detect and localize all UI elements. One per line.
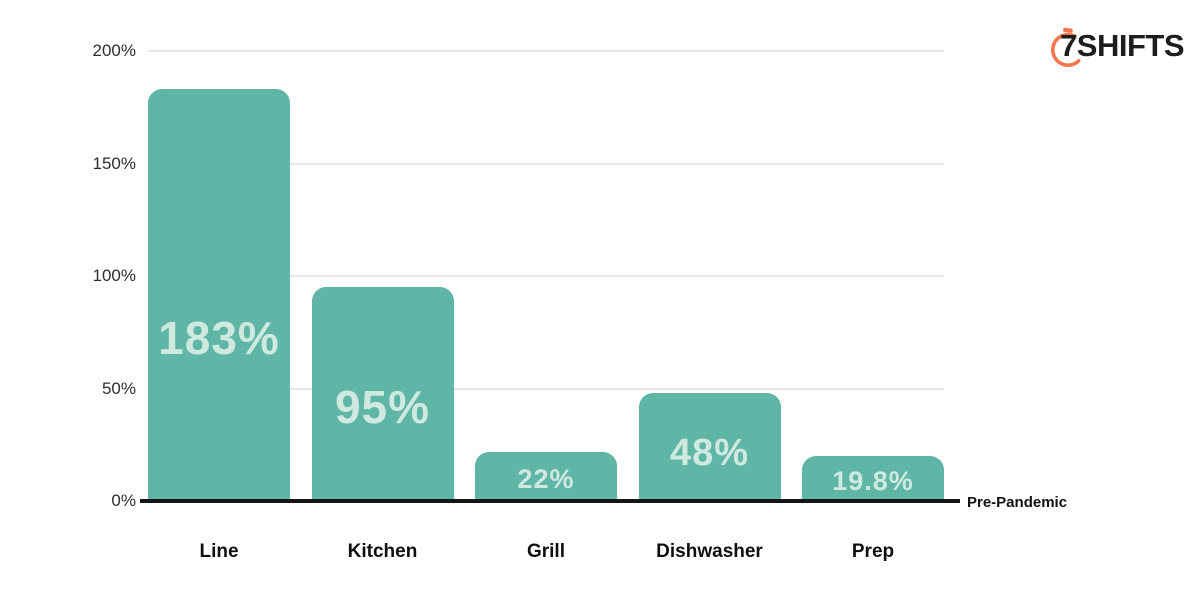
- x-axis-label-prep: Prep: [851, 541, 895, 562]
- bar-value-label-kitchen: 95%: [334, 380, 431, 433]
- baseline-label: Pre-Pandemic: [967, 494, 1068, 511]
- bar-line: 183%: [148, 89, 290, 501]
- x-axis-label-dishwasher: Dishwasher: [656, 541, 763, 562]
- logo-text: 7SHIFTS: [1060, 28, 1184, 63]
- bar-value-label-dishwasher: 48%: [669, 431, 750, 474]
- bar-kitchen: 95%: [311, 287, 454, 501]
- gridline-200: [148, 50, 944, 52]
- y-axis-tick-0: 0%: [111, 491, 136, 510]
- bar-value-label-grill: 22%: [517, 463, 575, 494]
- bar-prep: 19.8%: [802, 456, 944, 501]
- y-axis-tick-100: 100%: [92, 266, 136, 285]
- logo-7shifts: 7SHIFTS: [1047, 18, 1184, 74]
- bar-grill: 22%: [475, 451, 617, 501]
- bar-value-label-line: 183%: [158, 312, 280, 364]
- stopwatch-icon: [1047, 18, 1089, 74]
- y-axis-tick-50: 50%: [101, 378, 136, 398]
- bar-value-label-prep: 19.8%: [832, 466, 914, 497]
- x-axis-label-grill: Grill: [526, 541, 565, 562]
- zero-baseline: [140, 499, 960, 503]
- bar-dishwasher: 48%: [638, 393, 781, 501]
- y-axis-tick-150: 150%: [92, 153, 136, 173]
- gridline-150: [148, 162, 944, 165]
- gridline-50: [148, 387, 944, 390]
- y-axis-tick-200: 200%: [92, 41, 136, 60]
- x-axis-label-line: Line: [199, 541, 239, 562]
- x-axis-label-kitchen: Kitchen: [347, 541, 418, 562]
- gridline-100: [148, 275, 944, 277]
